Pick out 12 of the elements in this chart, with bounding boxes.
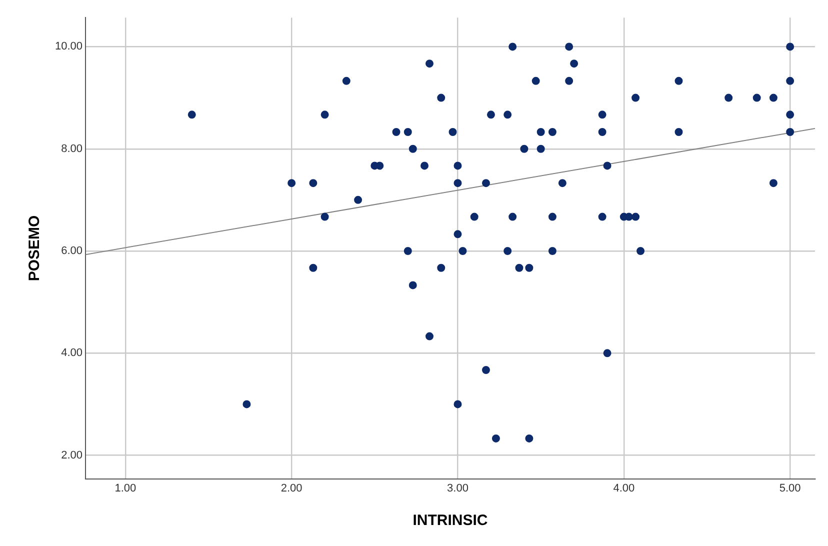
x-tick-label: 2.00 bbox=[280, 482, 302, 494]
x-tick-label: 5.00 bbox=[779, 482, 801, 494]
y-tick-label: 4.00 bbox=[61, 347, 83, 360]
x-tick-label: 4.00 bbox=[613, 482, 635, 494]
y-axis-title: POSEMO bbox=[26, 214, 44, 282]
y-tick-label: 10.00 bbox=[54, 40, 83, 53]
x-tick-label: 1.00 bbox=[114, 482, 136, 494]
y-tick-label: 2.00 bbox=[61, 449, 83, 462]
x-axis-title: INTRINSIC bbox=[412, 512, 488, 530]
x-tick-label: 3.00 bbox=[447, 482, 468, 494]
y-tick-label: 6.00 bbox=[61, 245, 83, 258]
y-tick-label: 8.00 bbox=[61, 142, 83, 155]
